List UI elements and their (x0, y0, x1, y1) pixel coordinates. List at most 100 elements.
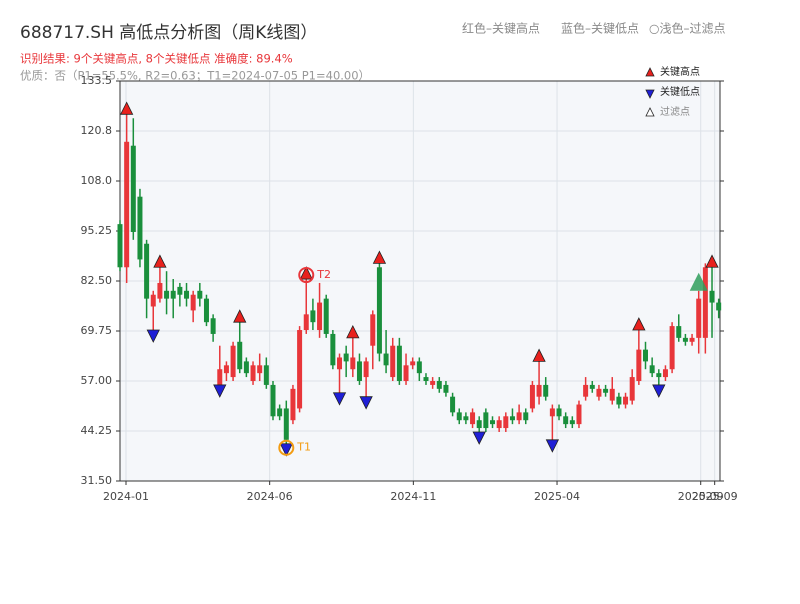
key-high-marker (705, 254, 719, 268)
key-low-marker (213, 384, 227, 398)
annotation-label: T2 (316, 268, 331, 281)
candle-body (436, 381, 442, 389)
candle-body (629, 377, 635, 401)
candle-body (263, 365, 269, 385)
subtitle: 识别结果: 9个关键高点, 8个关键低点 准确度: 89.4% (20, 52, 293, 66)
candle-body (177, 286, 183, 295)
candle-body (569, 420, 575, 425)
candle-body (376, 267, 382, 354)
key-low-marker (279, 443, 293, 457)
key-high-marker (120, 101, 134, 115)
candle-body (662, 369, 668, 378)
y-tick-label: 57.00 (81, 374, 113, 387)
candle-body (410, 361, 416, 366)
candle-body (603, 388, 609, 393)
legend-swatch (645, 67, 655, 77)
y-tick-label: 120.8 (81, 124, 113, 137)
key-high-marker (233, 309, 247, 323)
y-tick-label: 108.0 (81, 174, 113, 187)
candle-body (197, 290, 203, 299)
candle-body (669, 326, 675, 370)
candle-body (203, 298, 209, 323)
annotation-circle (278, 439, 295, 456)
chart-title: 688717.SH 高低点分析图（周K线图） (20, 23, 317, 43)
candle-body (549, 408, 555, 417)
candle-body (150, 294, 156, 307)
candle-body (656, 373, 662, 378)
candle-body (223, 365, 229, 374)
legend-swatch (645, 89, 655, 99)
candle-body (416, 361, 422, 374)
legend-label: 关键高点 (660, 65, 700, 78)
candle-body (649, 365, 655, 374)
key-low-marker (472, 431, 486, 445)
candle-body (164, 290, 170, 299)
x-tick-label: 2025-09 (678, 490, 724, 503)
candle-body (130, 145, 136, 232)
candle-body (383, 353, 389, 366)
x-tick-label: 2024-11 (390, 490, 436, 503)
candle-body (370, 314, 376, 346)
x-tick-label: 2025-04 (534, 490, 580, 503)
candle-body (350, 357, 356, 370)
candle-body (609, 388, 615, 401)
candle-body (190, 294, 196, 311)
candle-body (503, 416, 509, 429)
candle-body (430, 381, 436, 385)
candle-body (283, 408, 289, 440)
candle-body (702, 267, 708, 338)
candle-body (516, 412, 522, 421)
candle-body (243, 361, 249, 374)
candle-body (556, 408, 562, 417)
candle-body (297, 330, 303, 409)
candle-body (337, 357, 343, 370)
legend-label: 过滤点 (660, 105, 690, 118)
key-low-marker (652, 384, 666, 398)
candle-body (529, 384, 535, 409)
note: 优质：否（P1=55.5%, R2=0.63；T1=2024-07-05 P1=… (20, 69, 370, 83)
candle-body (543, 384, 549, 397)
candle-body (716, 302, 722, 311)
y-tick-label: 31.50 (81, 474, 113, 487)
candle-body (330, 333, 336, 366)
candle-body (596, 388, 602, 397)
candle-body (210, 318, 216, 334)
candle-body (576, 404, 582, 425)
key-low-marker (545, 439, 560, 453)
candle-body (303, 314, 309, 331)
candle-body (709, 290, 715, 303)
candle-body (589, 384, 595, 389)
candle-body (682, 337, 688, 342)
annotation-label: T1 (296, 441, 311, 454)
candle-body (689, 337, 695, 342)
key-high-marker (346, 324, 360, 339)
top-legend: 红色–关键高点 (462, 21, 540, 36)
x-tick-label: 2025-09 (692, 490, 738, 503)
candle-body (217, 369, 223, 385)
y-tick-label: 95.25 (81, 224, 113, 237)
key-high-marker (372, 250, 387, 264)
candle-body (124, 141, 130, 268)
candle-body (423, 377, 429, 381)
key-high-marker (299, 266, 313, 280)
candle-body (483, 412, 489, 429)
candle-body (443, 384, 449, 393)
x-tick-label: 2024-06 (247, 490, 293, 503)
y-tick-label: 133.5 (81, 74, 113, 87)
key-high-marker (632, 317, 646, 331)
candle-body (456, 412, 462, 421)
key-low-marker (332, 392, 347, 406)
key-high-marker (532, 348, 546, 362)
annotation-circle (298, 267, 315, 284)
candle-body (450, 396, 456, 413)
candle-body (676, 326, 682, 338)
candle-body (496, 420, 502, 429)
x-tick-label: 2024-01 (103, 490, 149, 503)
candle-body (356, 361, 362, 381)
candle-body (257, 365, 263, 374)
candle-body (363, 361, 369, 378)
legend-label: 关键低点 (660, 85, 700, 98)
candle-body (696, 298, 702, 338)
candle-body (237, 341, 243, 370)
